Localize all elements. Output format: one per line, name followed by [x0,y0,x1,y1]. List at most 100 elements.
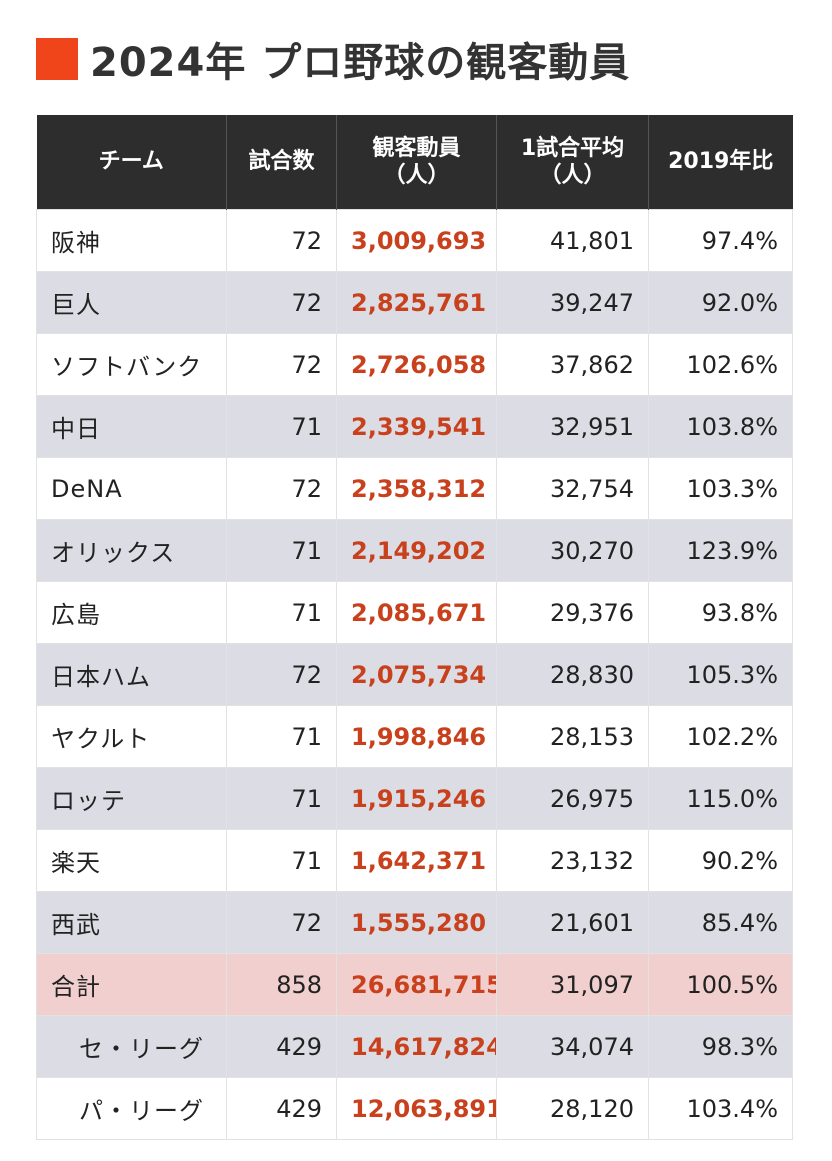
games-cell: 72 [226,891,337,954]
average-cell: 30,270 [496,519,649,582]
total-label: 合計 [36,953,227,1016]
league-row-pacific: パ・リーグ 429 12,063,891 28,120 103.4% [36,1077,793,1140]
games-cell: 71 [226,581,337,644]
attendance-cell: 14,617,824 [336,1015,497,1078]
vs2019-cell: 85.4% [648,891,793,954]
column-header-vs2019: 2019年比 [648,115,793,210]
column-header-team: チーム [36,115,227,210]
average-cell: 28,830 [496,643,649,706]
vs2019-cell: 102.6% [648,333,793,396]
league-row-central: セ・リーグ 429 14,617,824 34,074 98.3% [36,1015,793,1078]
attendance-cell: 1,642,371 [336,829,497,892]
page-title: 2024年 プロ野球の観客動員 [90,40,631,86]
table-row: 西武 72 1,555,280 21,601 85.4% [36,891,793,954]
vs2019-cell: 98.3% [648,1015,793,1078]
attendance-cell: 3,009,693 [336,209,497,272]
vs2019-cell: 103.3% [648,457,793,520]
table-row: ソフトバンク 72 2,726,058 37,862 102.6% [36,333,793,396]
average-cell: 26,975 [496,767,649,830]
team-name: 日本ハム [36,643,227,706]
vs2019-cell: 105.3% [648,643,793,706]
average-cell: 41,801 [496,209,649,272]
games-cell: 72 [226,333,337,396]
team-name: オリックス [36,519,227,582]
column-header-average: 1試合平均 （人） [496,115,649,210]
table-row: 阪神 72 3,009,693 41,801 97.4% [36,209,793,272]
vs2019-cell: 115.0% [648,767,793,830]
games-cell: 72 [226,271,337,334]
team-name: DeNA [36,457,227,520]
table-row: 日本ハム 72 2,075,734 28,830 105.3% [36,643,793,706]
column-header-attendance: 観客動員 （人） [336,115,497,210]
vs2019-cell: 100.5% [648,953,793,1016]
games-cell: 858 [226,953,337,1016]
vs2019-cell: 103.4% [648,1077,793,1140]
games-cell: 72 [226,643,337,706]
average-cell: 32,951 [496,395,649,458]
attendance-cell: 26,681,715 [336,953,497,1016]
team-name: 巨人 [36,271,227,334]
games-cell: 429 [226,1015,337,1078]
attendance-cell: 2,149,202 [336,519,497,582]
attendance-cell: 2,085,671 [336,581,497,644]
vs2019-cell: 93.8% [648,581,793,644]
average-cell: 39,247 [496,271,649,334]
games-cell: 71 [226,767,337,830]
team-name: 西武 [36,891,227,954]
average-cell: 32,754 [496,457,649,520]
vs2019-cell: 102.2% [648,705,793,768]
games-cell: 71 [226,829,337,892]
average-cell: 34,074 [496,1015,649,1078]
average-cell: 23,132 [496,829,649,892]
vs2019-cell: 103.8% [648,395,793,458]
attendance-cell: 12,063,891 [336,1077,497,1140]
table-row: DeNA 72 2,358,312 32,754 103.3% [36,457,793,520]
header-row: チーム 試合数 観客動員 （人） 1試合平均 （人） 2019年比 [36,115,793,210]
vs2019-cell: 90.2% [648,829,793,892]
table-row: ロッテ 71 1,915,246 26,975 115.0% [36,767,793,830]
attendance-cell: 1,915,246 [336,767,497,830]
table-row: 広島 71 2,085,671 29,376 93.8% [36,581,793,644]
vs2019-cell: 123.9% [648,519,793,582]
title-accent-square [36,38,78,80]
attendance-cell: 1,555,280 [336,891,497,954]
total-row: 合計 858 26,681,715 31,097 100.5% [36,953,793,1016]
average-cell: 29,376 [496,581,649,644]
team-name: 広島 [36,581,227,644]
average-cell: 21,601 [496,891,649,954]
vs2019-cell: 97.4% [648,209,793,272]
attendance-cell: 2,075,734 [336,643,497,706]
table-row: オリックス 71 2,149,202 30,270 123.9% [36,519,793,582]
title-bar: 2024年 プロ野球の観客動員 [36,30,630,88]
team-name: ソフトバンク [36,333,227,396]
average-cell: 37,862 [496,333,649,396]
attendance-table: チーム 試合数 観客動員 （人） 1試合平均 （人） 2019年比 阪神 72 … [36,115,793,1140]
attendance-cell: 2,726,058 [336,333,497,396]
table-row: 中日 71 2,339,541 32,951 103.8% [36,395,793,458]
attendance-cell: 2,825,761 [336,271,497,334]
table-row: 巨人 72 2,825,761 39,247 92.0% [36,271,793,334]
average-cell: 28,153 [496,705,649,768]
average-cell: 28,120 [496,1077,649,1140]
team-name: 中日 [36,395,227,458]
vs2019-cell: 92.0% [648,271,793,334]
table-row: ヤクルト 71 1,998,846 28,153 102.2% [36,705,793,768]
games-cell: 71 [226,705,337,768]
league-name: セ・リーグ [36,1015,227,1078]
games-cell: 72 [226,457,337,520]
games-cell: 71 [226,395,337,458]
games-cell: 72 [226,209,337,272]
league-name: パ・リーグ [36,1077,227,1140]
attendance-cell: 1,998,846 [336,705,497,768]
average-cell: 31,097 [496,953,649,1016]
games-cell: 71 [226,519,337,582]
team-name: ヤクルト [36,705,227,768]
attendance-cell: 2,339,541 [336,395,497,458]
team-name: ロッテ [36,767,227,830]
games-cell: 429 [226,1077,337,1140]
column-header-games: 試合数 [226,115,337,210]
team-name: 楽天 [36,829,227,892]
table-row: 楽天 71 1,642,371 23,132 90.2% [36,829,793,892]
attendance-cell: 2,358,312 [336,457,497,520]
team-name: 阪神 [36,209,227,272]
